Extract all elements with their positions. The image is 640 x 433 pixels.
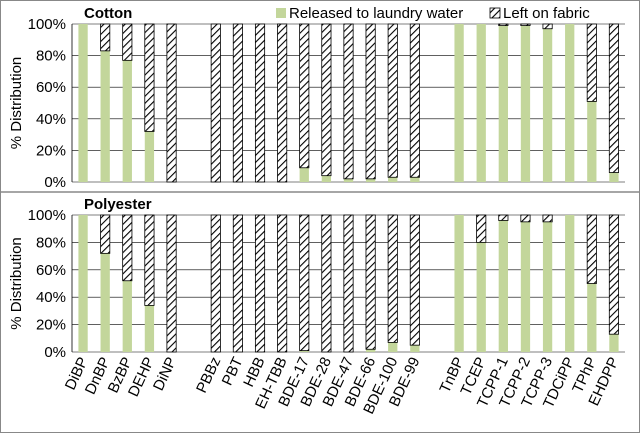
y-tick-label: 100% [28,207,66,224]
bar-left-BDE-99 [409,23,420,178]
bar-released-BDE-17 [299,350,309,352]
y-tick-label: 40% [36,289,66,306]
bar-released-TCPP-3 [542,28,553,182]
bar-released-BzBP [122,280,132,352]
bar-released-EHDPP [609,172,619,182]
legend-swatch-left [489,7,501,19]
bar-left-TPhP [586,214,597,284]
legend-label-released: Released to laundry water [289,5,463,22]
bar-left-BDE-66 [365,214,376,350]
bar-left-DnBP [100,214,111,254]
bar-left-BDE-28 [321,214,332,353]
bar-released-TPhP [587,101,597,182]
bar-released-TCPP-2 [520,221,531,352]
bar-released-TPhP [587,283,597,352]
bar-left-PBT [232,23,243,183]
bar-left-EH-TBB [277,23,288,183]
bar-left-DnBP [100,23,111,52]
bar-left-DiNP [166,23,177,183]
bar-left-TPhP [586,23,597,102]
bar-released-TDCiPP [565,215,575,352]
y-tick-label: 60% [36,262,66,279]
panel-title: Cotton [84,5,132,22]
bar-released-BDE-66 [365,349,376,352]
bar-left-HBB [254,214,266,353]
bar-released-DiBP [78,24,88,182]
bar-released-TDCiPP [565,24,575,182]
y-tick-label: 100% [28,16,66,33]
bar-left-DiNP [166,214,177,353]
bar-released-TnBP [454,24,464,182]
bar-released-TCEP [476,24,486,182]
bar-left-EHDPP [608,23,619,173]
bar-left-PBBz [210,23,221,183]
bar-left-TCPP-2 [520,23,531,26]
bar-left-BzBP [122,214,133,282]
bar-left-BDE-28 [321,23,332,177]
legend-swatch-released [276,8,286,18]
panel-cotton: 0% 20% 40% 60% 80% 100% % Distribution Cotton Re… [8,5,625,191]
bar-released-BzBP [122,60,132,183]
bar-released-BDE-47 [343,178,354,182]
panel-title: Polyester [84,196,152,213]
y-tick-label: 0% [44,344,66,361]
bar-left-BDE-100 [387,214,398,343]
bar-left-TCPP-3 [542,214,553,223]
bar-released-TCPP-3 [542,221,553,352]
bar-left-TCPP-2 [520,214,531,223]
bar-left-TCPP-1 [498,214,509,221]
bar-released-TCPP-2 [520,25,531,182]
y-axis-label: % Distribution [8,237,25,330]
bar-released-DEHP [144,131,155,182]
y-tick-label: 0% [44,174,66,191]
y-tick-label: 40% [36,111,66,128]
legend: Released to laundry water Left on fabric [276,5,590,22]
y-tick-label: 20% [36,142,66,159]
bar-released-BDE-100 [388,342,398,352]
y-tick-label: 80% [36,234,66,251]
bar-left-BDE-100 [387,23,398,178]
y-tick-label: 20% [36,317,66,334]
bar-left-TCPP-3 [542,23,553,30]
bar-left-PBT [232,214,243,353]
bar-left-TCEP [476,214,487,243]
bar-left-BDE-66 [365,23,376,180]
y-tick-label: 60% [36,79,66,96]
bar-released-TCPP-1 [498,25,508,182]
bar-left-TCPP-1 [498,23,509,26]
bar-left-BDE-47 [343,23,354,180]
bar-left-BzBP [122,23,133,61]
bar-released-TCEP [476,242,486,352]
bar-left-DEHP [144,23,155,132]
bar-released-BDE-99 [410,177,420,182]
bar-released-EHDPP [609,334,619,352]
bar-released-DnBP [100,50,110,182]
bar-left-EH-TBB [277,214,288,353]
bar-released-TCPP-1 [498,220,508,352]
bar-left-BDE-99 [409,214,420,346]
bar-left-PBBz [210,214,221,353]
bar-released-BDE-66 [365,178,376,182]
bar-left-DEHP [144,214,155,306]
bar-released-DEHP [144,305,155,352]
bar-left-BDE-47 [343,214,354,353]
y-axis-label: % Distribution [8,57,25,150]
bar-released-BDE-28 [321,175,332,182]
bar-released-DiBP [78,215,88,352]
bar-left-HBB [254,23,266,183]
legend-label-left: Left on fabric [503,5,590,22]
bar-left-BDE-17 [299,214,310,352]
bar-left-EHDPP [608,214,619,335]
bar-released-BDE-17 [299,167,309,182]
bar-released-DnBP [100,253,110,352]
bar-released-TnBP [454,215,464,352]
bar-released-BDE-100 [388,177,398,182]
bar-left-BDE-17 [299,23,310,169]
y-tick-label: 80% [36,48,66,65]
bar-released-BDE-99 [410,345,420,352]
